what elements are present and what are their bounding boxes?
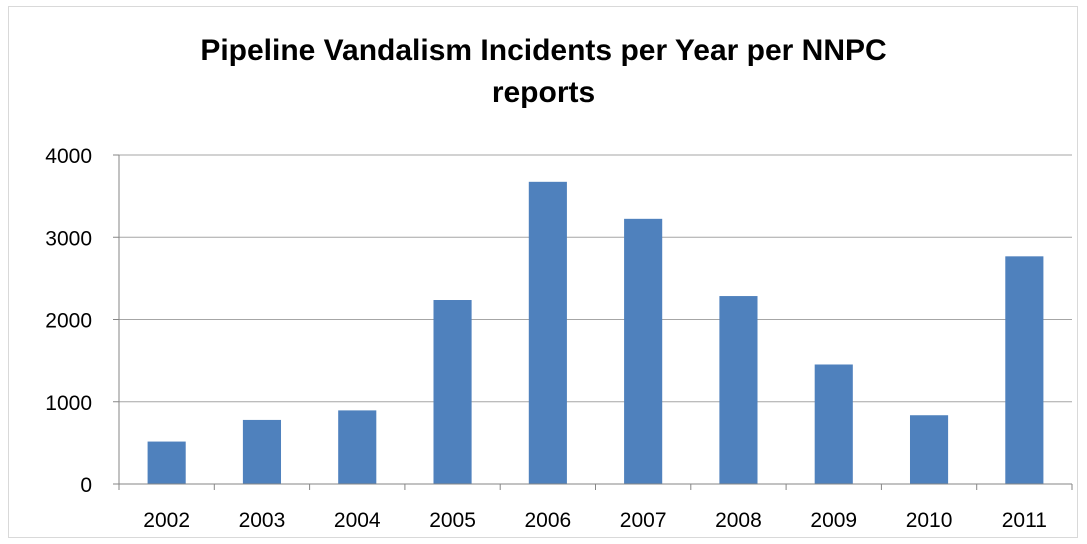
bar-2004 (338, 410, 377, 484)
bar-2003 (242, 419, 282, 484)
bar-2009 (814, 364, 853, 484)
bar-2006 (528, 181, 567, 484)
chart-title-line-2: reports (491, 76, 596, 109)
bar-2011 (1005, 256, 1044, 484)
x-tick-label-2007: 2007 (620, 509, 667, 532)
y-tick-label-1000: 1000 (45, 392, 92, 415)
y-tick-label-4000: 4000 (45, 145, 92, 168)
bar-2005 (433, 300, 472, 484)
chart-title: Pipeline Vandalism Incidents per Year pe… (0, 30, 1087, 114)
x-tick-label-2002: 2002 (143, 509, 190, 532)
x-tick-label-2003: 2003 (239, 509, 286, 532)
y-tick-label-2000: 2000 (45, 310, 92, 333)
y-tick-label-3000: 3000 (45, 227, 92, 250)
x-tick-label-2006: 2006 (524, 509, 571, 532)
tick-labels: 0 1000 2000 3000 4000 2002 2003 2004 2005 2006 200… (45, 145, 1047, 532)
x-tick-label-2008: 2008 (715, 509, 762, 532)
gridlines (119, 154, 1072, 403)
chart-title-line-1: Pipeline Vandalism Incidents per Year pe… (200, 34, 887, 67)
y-tick-label-0: 0 (80, 474, 92, 497)
x-tick-label-2004: 2004 (334, 509, 381, 532)
x-tick-label-2010: 2010 (906, 509, 953, 532)
x-tick-label-2009: 2009 (810, 509, 857, 532)
bar-2002 (147, 441, 186, 484)
axes (113, 154, 1073, 490)
bars (147, 181, 1044, 485)
x-tick-label-2011: 2011 (1002, 509, 1047, 532)
bar-2010 (909, 415, 949, 484)
x-tick-label-2005: 2005 (429, 509, 476, 532)
bar-2008 (719, 296, 758, 484)
bar-2007 (624, 218, 663, 485)
